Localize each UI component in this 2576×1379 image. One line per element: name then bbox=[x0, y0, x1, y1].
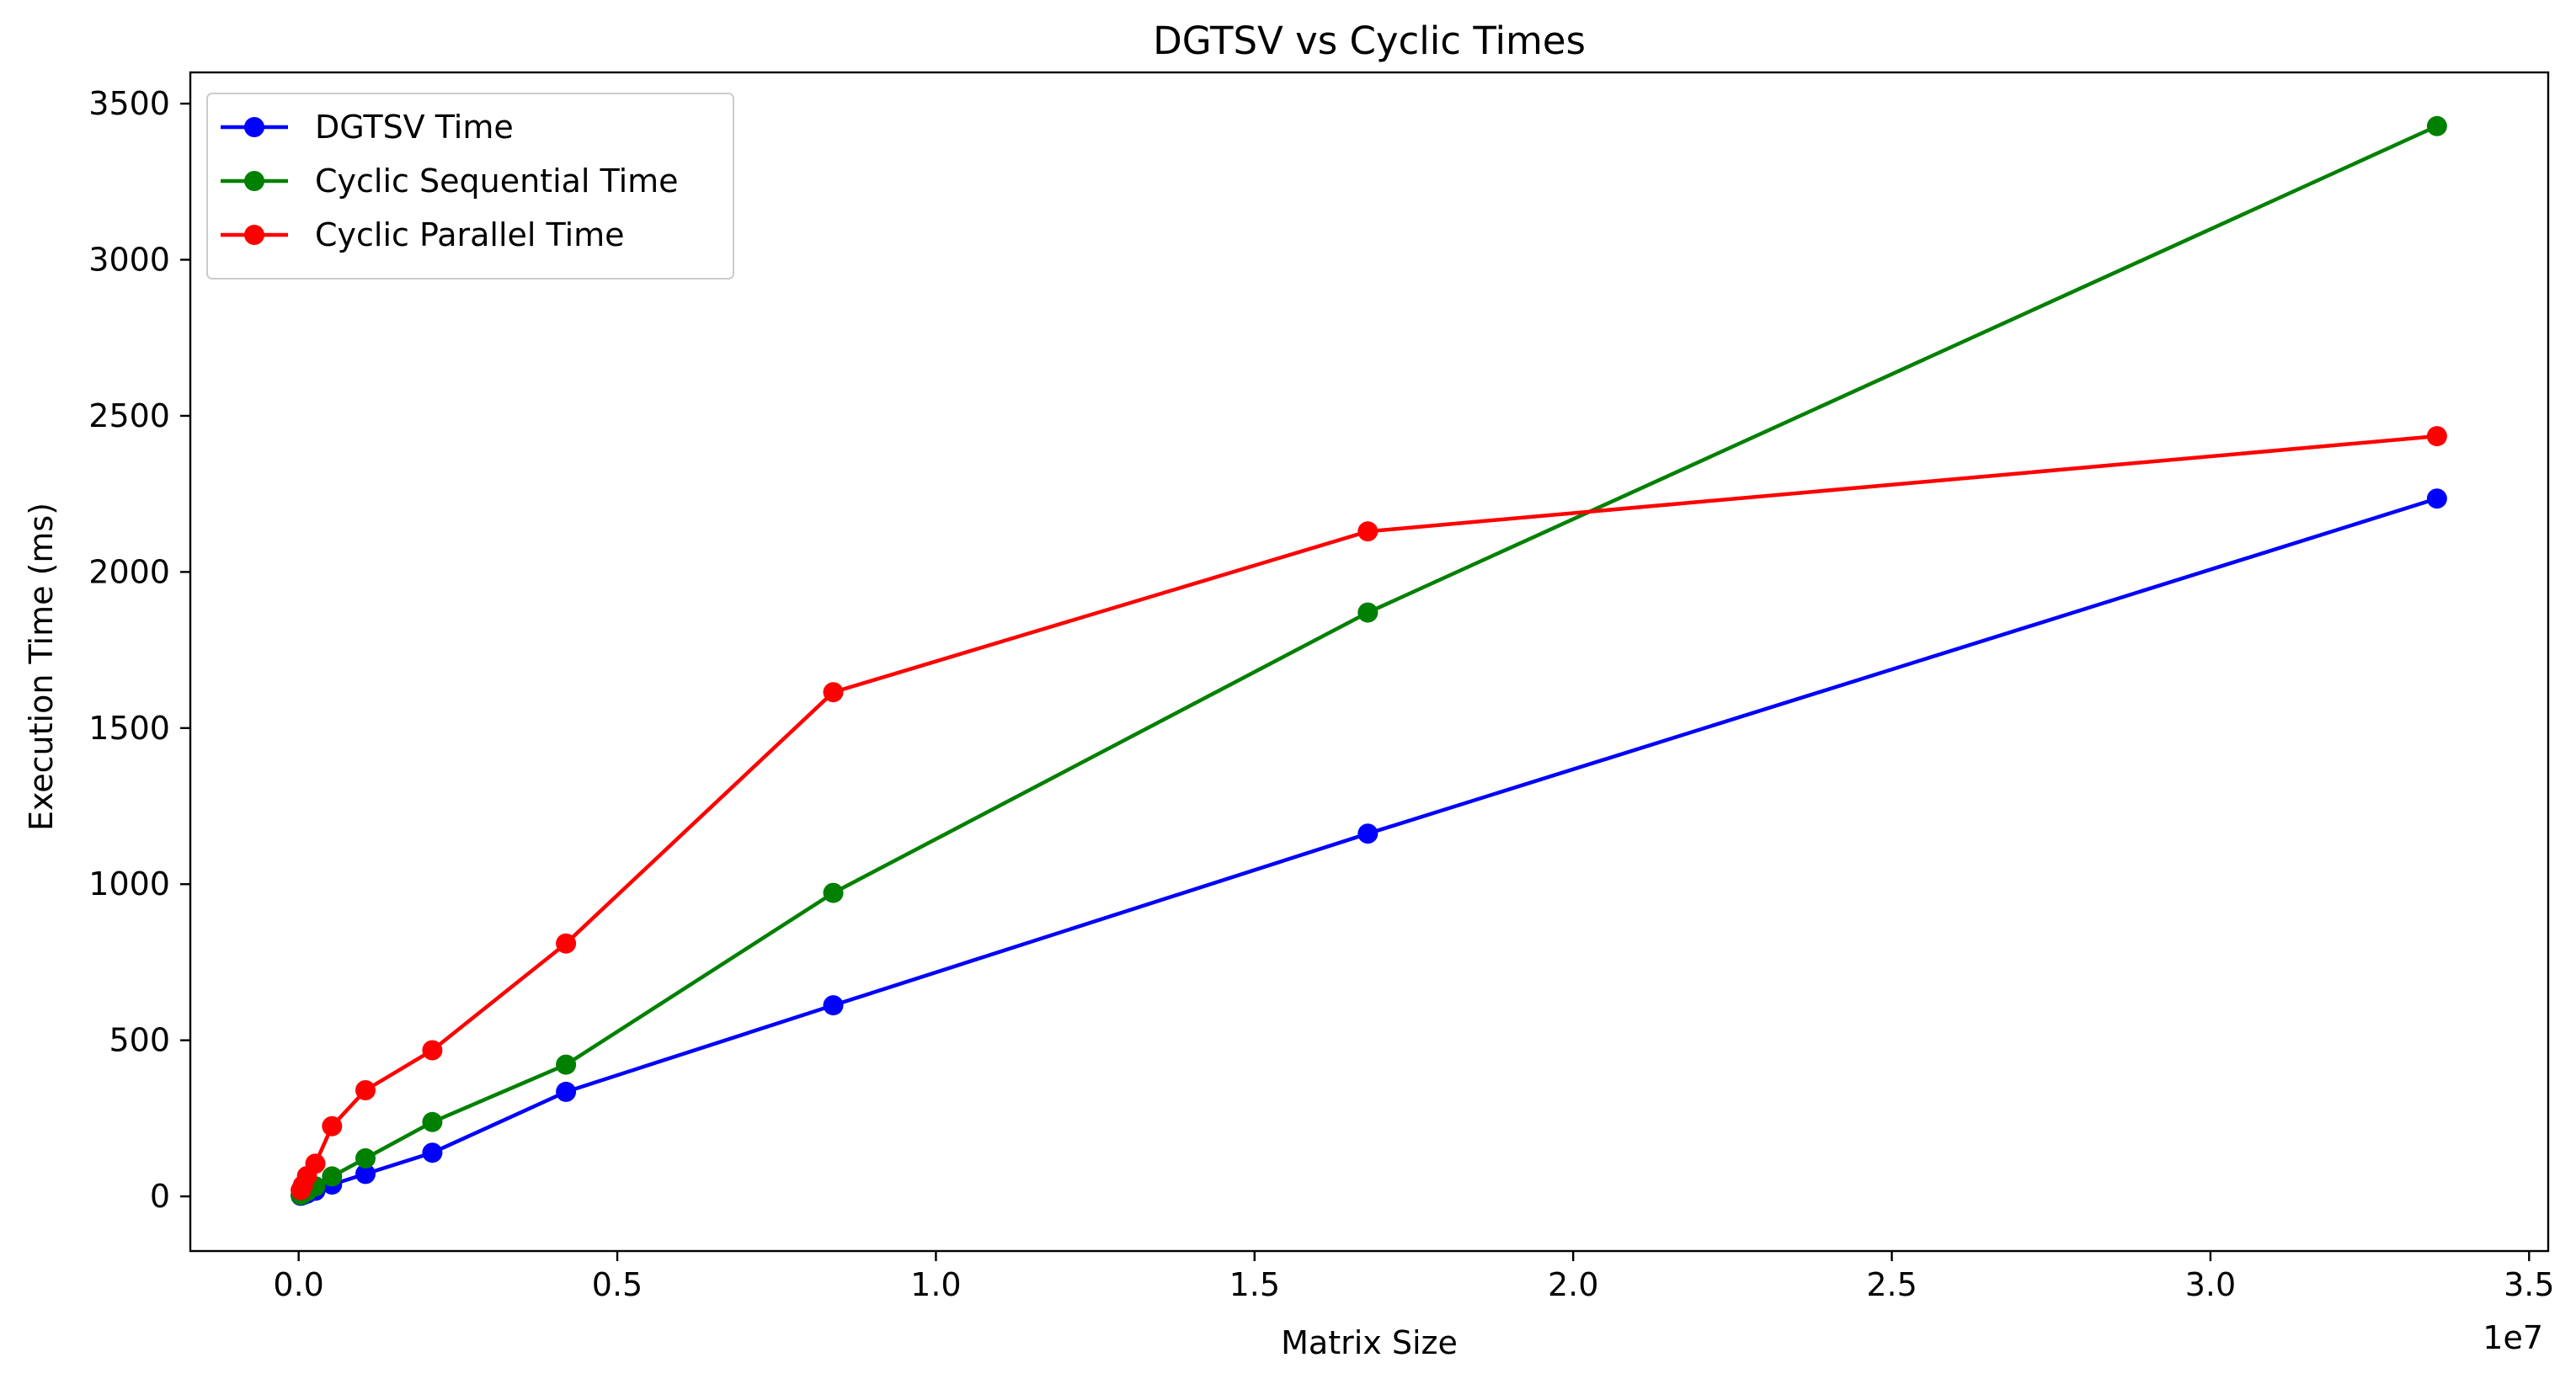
data-point bbox=[355, 1147, 376, 1169]
axes-frame bbox=[189, 71, 2550, 1253]
series-0 bbox=[291, 488, 2447, 1206]
data-point bbox=[556, 1081, 577, 1102]
data-point bbox=[1357, 521, 1379, 542]
data-point bbox=[2426, 115, 2447, 136]
data-point bbox=[823, 995, 844, 1016]
x-tick-label: 0.0 bbox=[273, 1266, 323, 1303]
data-point bbox=[322, 1115, 343, 1137]
legend-label: Cyclic Parallel Time bbox=[315, 216, 625, 253]
data-point bbox=[1357, 602, 1379, 623]
legend: DGTSV Time Cyclic Sequential Time Cyclic P… bbox=[206, 93, 734, 280]
x-tick-label: 2.0 bbox=[1548, 1266, 1598, 1303]
legend-marker bbox=[244, 225, 264, 245]
data-point bbox=[556, 1054, 577, 1075]
x-axis-offset-label: 1e7 bbox=[2483, 1319, 2543, 1356]
y-tick-label: 0 bbox=[150, 1178, 170, 1215]
legend-box bbox=[206, 93, 734, 280]
data-point bbox=[823, 682, 844, 703]
data-point bbox=[422, 1111, 443, 1132]
legend-item: Cyclic Parallel Time bbox=[221, 216, 625, 253]
data-point bbox=[422, 1040, 443, 1061]
axes: 0.0 0.5 1.0 1.5 2.0 2.5 3.0 3.5 0 500 1000 1500 2000… bbox=[88, 71, 2555, 1303]
series-2 bbox=[291, 426, 2447, 1201]
legend-marker bbox=[244, 171, 264, 191]
y-tick-label: 3000 bbox=[88, 242, 170, 279]
y-tick-label: 3500 bbox=[88, 85, 170, 122]
y-tick-label: 1000 bbox=[88, 865, 170, 902]
legend-label: DGTSV Time bbox=[315, 109, 514, 146]
x-tick-label: 1.0 bbox=[910, 1266, 961, 1303]
y-axis-label: Execution Time (ms) bbox=[23, 503, 60, 831]
x-tick-label: 3.0 bbox=[2185, 1266, 2236, 1303]
data-point bbox=[556, 933, 577, 954]
chart-title: DGTSV vs Cyclic Times bbox=[1153, 19, 1586, 63]
data-point bbox=[305, 1153, 326, 1174]
data-point bbox=[823, 882, 844, 903]
x-axis-label: Matrix Size bbox=[1281, 1324, 1458, 1361]
legend-item: Cyclic Sequential Time bbox=[221, 162, 679, 200]
series-line bbox=[298, 123, 2440, 1198]
legend-label: Cyclic Sequential Time bbox=[315, 162, 679, 200]
x-tick-label: 0.5 bbox=[592, 1266, 643, 1303]
data-point bbox=[355, 1080, 376, 1100]
data-point bbox=[422, 1142, 443, 1163]
x-tick-label: 1.5 bbox=[1229, 1266, 1280, 1303]
data-point bbox=[1357, 823, 1379, 844]
data-point bbox=[2426, 488, 2447, 509]
x-tick-label: 3.5 bbox=[2504, 1266, 2554, 1303]
x-tick-label: 2.5 bbox=[1866, 1266, 1917, 1303]
data-point bbox=[355, 1163, 376, 1185]
y-tick-label: 2500 bbox=[88, 397, 170, 434]
data-point bbox=[322, 1166, 343, 1187]
y-tick-label: 1500 bbox=[88, 710, 170, 747]
y-tick-label: 2000 bbox=[88, 553, 170, 590]
legend-marker bbox=[244, 117, 264, 137]
y-tick-label: 500 bbox=[109, 1022, 170, 1059]
series-line bbox=[298, 434, 2440, 1193]
plot-area bbox=[291, 115, 2447, 1206]
data-point bbox=[2426, 426, 2447, 447]
legend-item: DGTSV Time bbox=[221, 109, 514, 146]
